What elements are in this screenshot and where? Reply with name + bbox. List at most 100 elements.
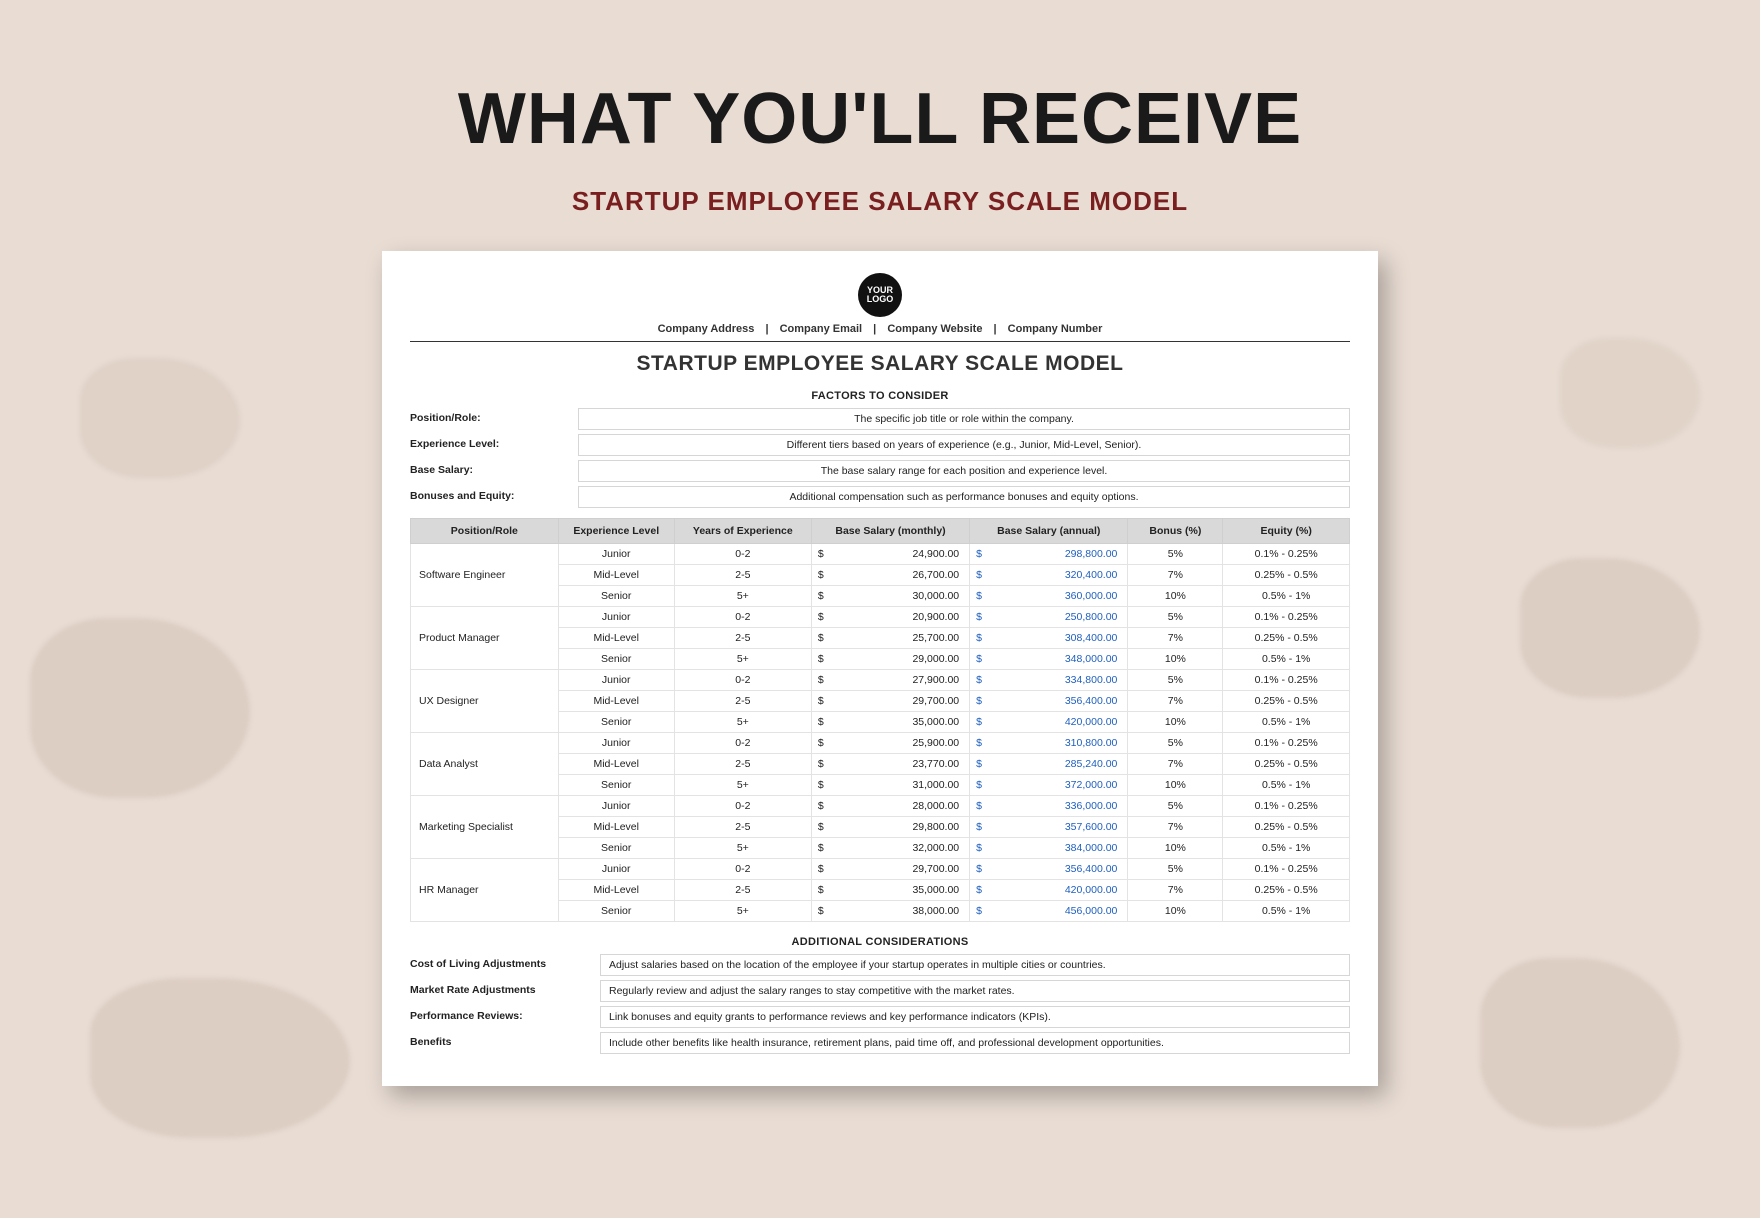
cell-bonus: 7% bbox=[1128, 880, 1223, 901]
cell-role: HR Manager bbox=[411, 859, 559, 922]
cell-annual: $372,000.00 bbox=[970, 775, 1128, 796]
factor-label: Base Salary: bbox=[410, 460, 578, 482]
cell-yoe: 0-2 bbox=[674, 670, 811, 691]
factors-heading: FACTORS TO CONSIDER bbox=[410, 390, 1350, 402]
cell-annual: $356,400.00 bbox=[970, 691, 1128, 712]
cell-monthly: $30,000.00 bbox=[811, 586, 969, 607]
cell-equity: 0.25% - 0.5% bbox=[1223, 565, 1350, 586]
additional-value: Link bonuses and equity grants to perfor… bbox=[600, 1006, 1350, 1028]
factor-value: Additional compensation such as performa… bbox=[578, 486, 1350, 508]
additional-label: Market Rate Adjustments bbox=[410, 980, 600, 1002]
cell-annual: $336,000.00 bbox=[970, 796, 1128, 817]
cell-annual: $357,600.00 bbox=[970, 817, 1128, 838]
cell-monthly: $32,000.00 bbox=[811, 838, 969, 859]
factor-row: Position/Role:The specific job title or … bbox=[410, 408, 1350, 430]
logo-placeholder: YOURLOGO bbox=[858, 273, 902, 317]
table-header-cell: Base Salary (monthly) bbox=[811, 519, 969, 544]
cell-yoe: 2-5 bbox=[674, 817, 811, 838]
table-row: HR ManagerJunior0-2$29,700.00$356,400.00… bbox=[411, 859, 1350, 880]
cell-monthly: $23,770.00 bbox=[811, 754, 969, 775]
cell-equity: 0.1% - 0.25% bbox=[1223, 544, 1350, 565]
cell-yoe: 0-2 bbox=[674, 733, 811, 754]
cell-bonus: 5% bbox=[1128, 859, 1223, 880]
cell-annual: $250,800.00 bbox=[970, 607, 1128, 628]
additional-label: Performance Reviews: bbox=[410, 1006, 600, 1028]
cell-yoe: 5+ bbox=[674, 838, 811, 859]
table-row: Product ManagerJunior0-2$20,900.00$250,8… bbox=[411, 607, 1350, 628]
cell-bonus: 5% bbox=[1128, 796, 1223, 817]
cell-equity: 0.5% - 1% bbox=[1223, 712, 1350, 733]
cell-level: Mid-Level bbox=[558, 880, 674, 901]
cell-yoe: 0-2 bbox=[674, 607, 811, 628]
table-row: UX DesignerJunior0-2$27,900.00$334,800.0… bbox=[411, 670, 1350, 691]
cell-equity: 0.25% - 0.5% bbox=[1223, 754, 1350, 775]
cell-role: Marketing Specialist bbox=[411, 796, 559, 859]
cell-equity: 0.25% - 0.5% bbox=[1223, 628, 1350, 649]
cell-monthly: $28,000.00 bbox=[811, 796, 969, 817]
cell-level: Senior bbox=[558, 901, 674, 922]
cell-yoe: 2-5 bbox=[674, 691, 811, 712]
cell-yoe: 2-5 bbox=[674, 754, 811, 775]
cell-level: Senior bbox=[558, 586, 674, 607]
cell-level: Junior bbox=[558, 859, 674, 880]
document-title: STARTUP EMPLOYEE SALARY SCALE MODEL bbox=[410, 352, 1350, 376]
factor-label: Experience Level: bbox=[410, 434, 578, 456]
cell-role: Product Manager bbox=[411, 607, 559, 670]
cell-annual: $285,240.00 bbox=[970, 754, 1128, 775]
cell-monthly: $31,000.00 bbox=[811, 775, 969, 796]
factor-row: Base Salary:The base salary range for ea… bbox=[410, 460, 1350, 482]
cell-bonus: 10% bbox=[1128, 649, 1223, 670]
table-header-cell: Base Salary (annual) bbox=[970, 519, 1128, 544]
cell-role: Data Analyst bbox=[411, 733, 559, 796]
factor-value: The base salary range for each position … bbox=[578, 460, 1350, 482]
cell-level: Mid-Level bbox=[558, 691, 674, 712]
cell-monthly: $29,800.00 bbox=[811, 817, 969, 838]
cell-yoe: 5+ bbox=[674, 901, 811, 922]
cell-annual: $308,400.00 bbox=[970, 628, 1128, 649]
additional-value: Regularly review and adjust the salary r… bbox=[600, 980, 1350, 1002]
cell-level: Mid-Level bbox=[558, 628, 674, 649]
cell-yoe: 0-2 bbox=[674, 859, 811, 880]
table-header-cell: Years of Experience bbox=[674, 519, 811, 544]
cell-level: Junior bbox=[558, 670, 674, 691]
cell-level: Mid-Level bbox=[558, 565, 674, 586]
cell-yoe: 5+ bbox=[674, 775, 811, 796]
additional-heading: ADDITIONAL CONSIDERATIONS bbox=[410, 936, 1350, 948]
cell-bonus: 10% bbox=[1128, 586, 1223, 607]
cell-annual: $420,000.00 bbox=[970, 880, 1128, 901]
cell-annual: $420,000.00 bbox=[970, 712, 1128, 733]
cell-equity: 0.5% - 1% bbox=[1223, 838, 1350, 859]
additional-row: Market Rate AdjustmentsRegularly review … bbox=[410, 980, 1350, 1002]
cell-bonus: 7% bbox=[1128, 628, 1223, 649]
cell-equity: 0.25% - 0.5% bbox=[1223, 880, 1350, 901]
cell-level: Mid-Level bbox=[558, 754, 674, 775]
hero-subtitle: STARTUP EMPLOYEE SALARY SCALE MODEL bbox=[0, 186, 1760, 217]
additional-value: Include other benefits like health insur… bbox=[600, 1032, 1350, 1054]
additional-row: BenefitsInclude other benefits like heal… bbox=[410, 1032, 1350, 1054]
cell-yoe: 0-2 bbox=[674, 544, 811, 565]
meta-number: Company Number bbox=[1008, 323, 1103, 335]
cell-annual: $456,000.00 bbox=[970, 901, 1128, 922]
cell-level: Senior bbox=[558, 649, 674, 670]
cell-annual: $310,800.00 bbox=[970, 733, 1128, 754]
factor-value: The specific job title or role within th… bbox=[578, 408, 1350, 430]
salary-table-header-row: Position/RoleExperience LevelYears of Ex… bbox=[411, 519, 1350, 544]
cell-yoe: 2-5 bbox=[674, 880, 811, 901]
cell-bonus: 7% bbox=[1128, 817, 1223, 838]
cell-monthly: $35,000.00 bbox=[811, 880, 969, 901]
additional-list: Cost of Living AdjustmentsAdjust salarie… bbox=[410, 954, 1350, 1054]
table-header-cell: Bonus (%) bbox=[1128, 519, 1223, 544]
meta-address: Company Address bbox=[658, 323, 755, 335]
cell-level: Senior bbox=[558, 838, 674, 859]
cell-level: Junior bbox=[558, 733, 674, 754]
cell-monthly: $29,000.00 bbox=[811, 649, 969, 670]
cell-monthly: $27,900.00 bbox=[811, 670, 969, 691]
cell-equity: 0.25% - 0.5% bbox=[1223, 691, 1350, 712]
cell-bonus: 10% bbox=[1128, 838, 1223, 859]
cell-equity: 0.1% - 0.25% bbox=[1223, 670, 1350, 691]
cell-monthly: $20,900.00 bbox=[811, 607, 969, 628]
salary-table: Position/RoleExperience LevelYears of Ex… bbox=[410, 518, 1350, 922]
cell-equity: 0.5% - 1% bbox=[1223, 649, 1350, 670]
cell-bonus: 10% bbox=[1128, 901, 1223, 922]
cell-bonus: 7% bbox=[1128, 691, 1223, 712]
